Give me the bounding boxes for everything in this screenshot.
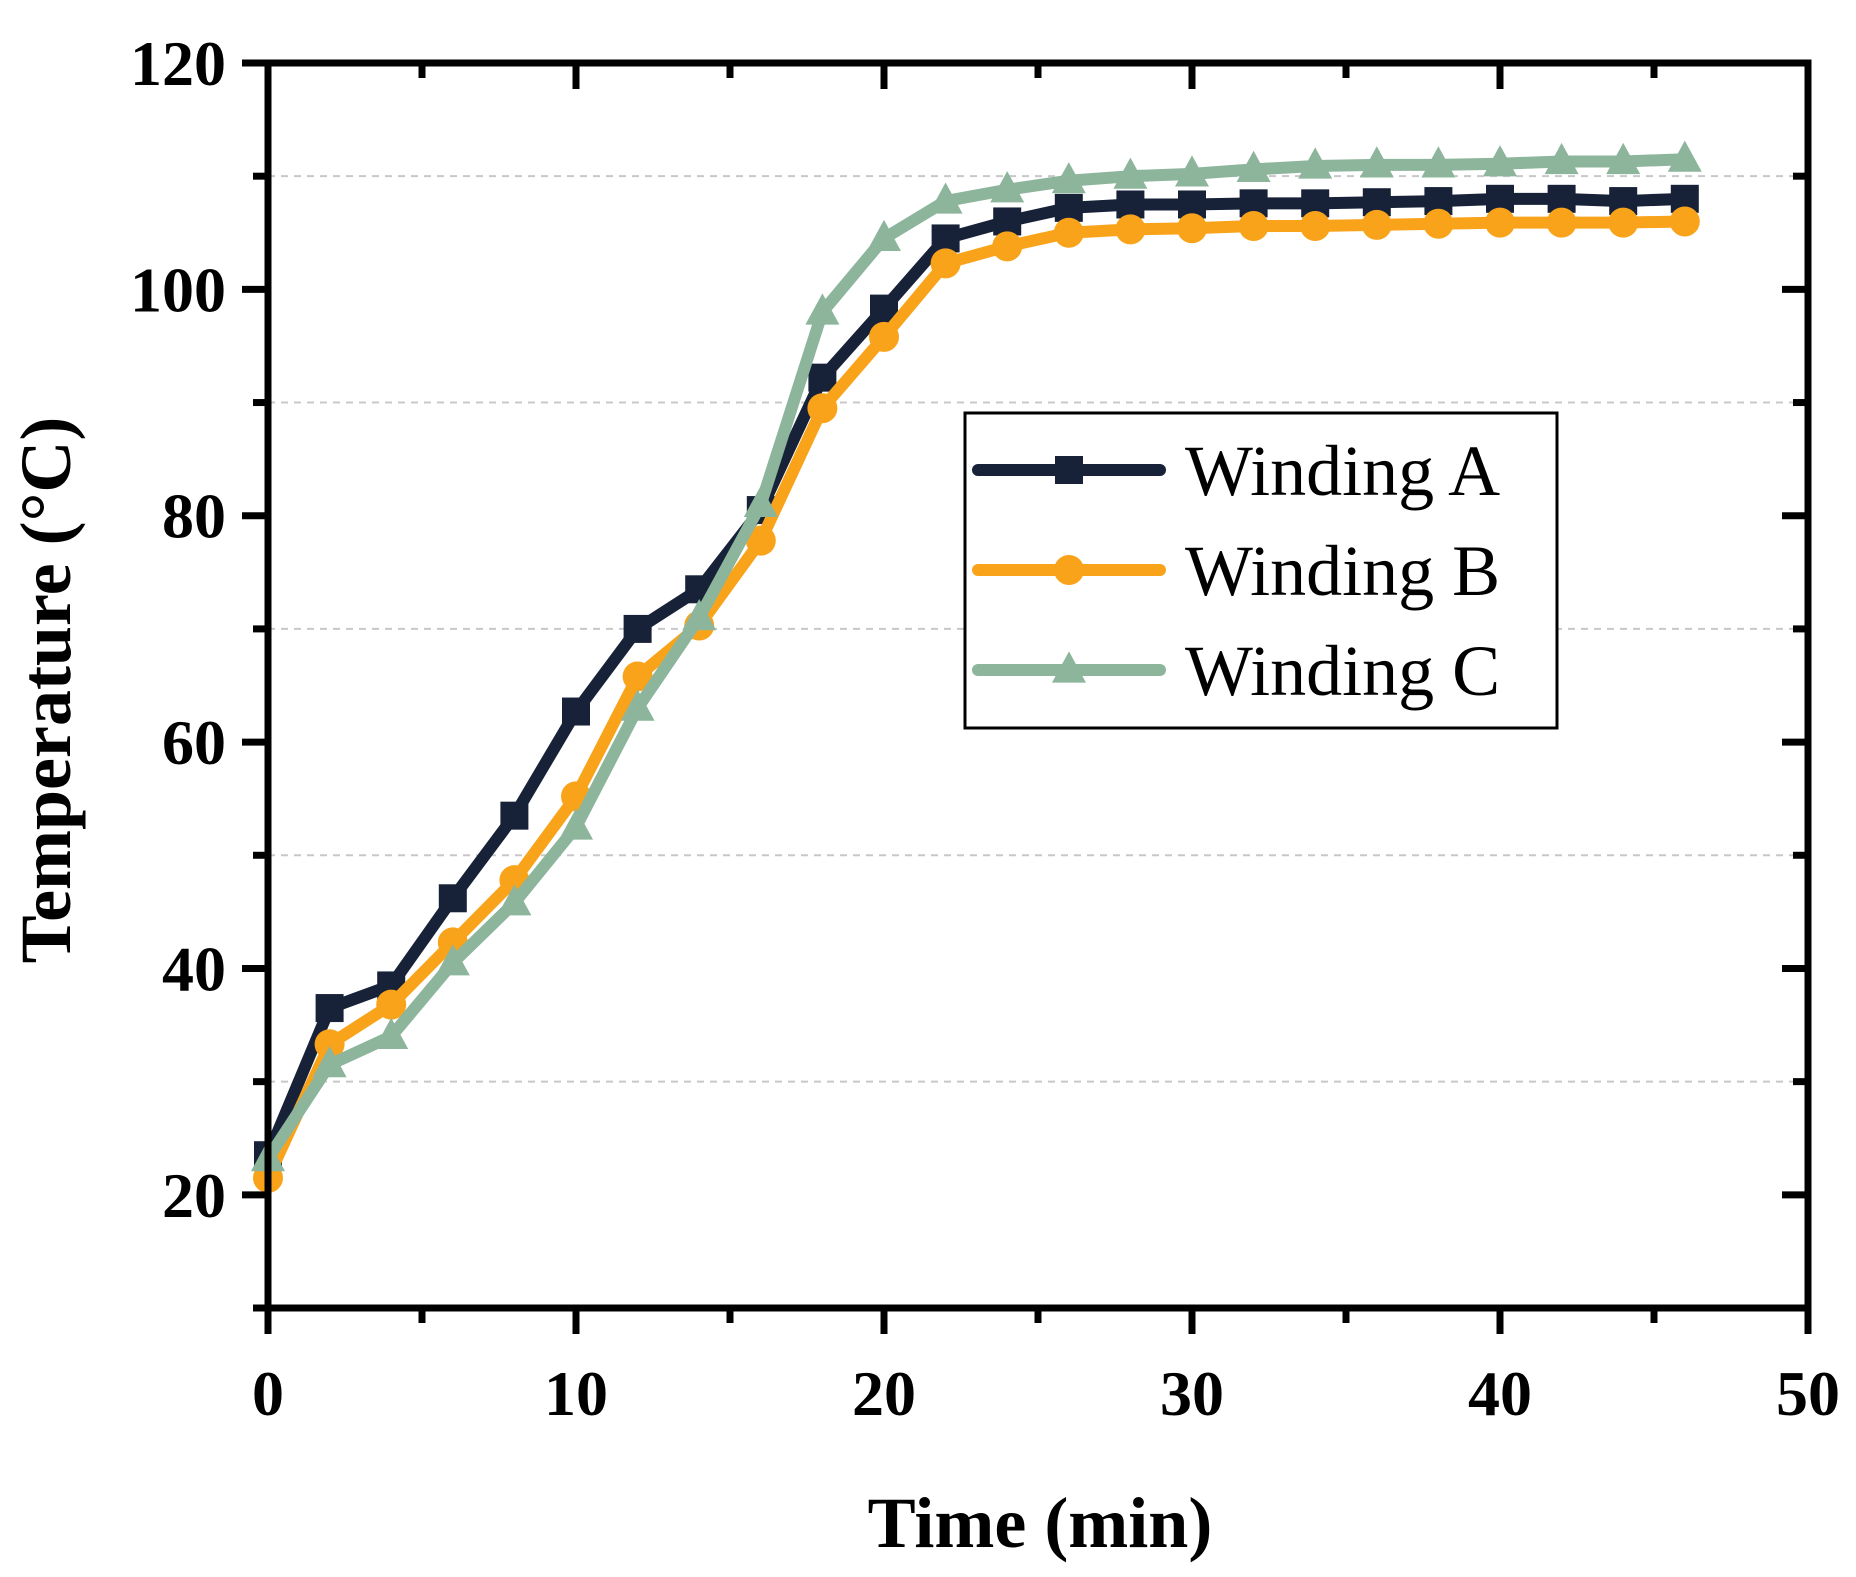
legend-item-1: Winding A [972,431,1500,511]
data-point [620,689,655,721]
legend-item-3: Winding C [972,631,1500,711]
data-point [438,884,467,913]
data-point [1606,142,1641,175]
data-point [928,182,963,214]
data-point [743,485,778,518]
data-point [374,1017,409,1049]
series-layer [251,140,1702,1193]
data-point [1485,207,1515,238]
data-point [435,944,470,976]
data-point [1544,142,1579,175]
legend-label: Winding A [1185,431,1500,511]
y-tick-label: 20 [162,1160,226,1231]
data-point [622,661,653,692]
data-point [805,293,840,325]
data-point [1175,155,1209,187]
data-point [1238,210,1269,241]
data-point [314,1029,345,1060]
data-point [1177,213,1207,244]
data-point [808,363,837,392]
data-point [376,989,407,1020]
data-point [559,808,593,840]
y-tick-label: 60 [162,707,226,778]
legend-marker [1052,651,1086,683]
data-point [1669,206,1700,237]
data-point [990,171,1025,203]
data-point [1113,157,1148,189]
data-point [497,884,532,916]
data-point [807,393,838,424]
data-point [500,801,529,830]
series-winding-a [254,184,1699,1170]
x-tick-label: 40 [1468,1358,1532,1429]
data-point [930,248,961,279]
x-tick-label: 20 [852,1358,916,1429]
series-winding-c [251,140,1702,1172]
data-point [931,224,960,253]
legend-item-2: Winding B [972,531,1500,611]
y-tick-label: 100 [130,254,226,325]
y-tick-label: 40 [162,933,226,1004]
data-point [1298,147,1333,179]
data-point [867,219,901,252]
legend-marker [1054,555,1084,585]
data-point [312,1046,347,1078]
data-point [1054,193,1083,222]
x-tick-label: 10 [544,1358,608,1429]
data-point [1361,209,1392,240]
data-point [1546,207,1577,238]
x-tick-label: 0 [252,1358,284,1429]
data-point [1053,217,1084,248]
data-point [1667,140,1702,172]
data-point [1115,214,1146,245]
y-axis-title: Temperature (°C) [6,417,86,964]
legend-label: Winding B [1185,531,1500,611]
data-point [1359,146,1394,178]
legend: Winding A Winding B Winding C [963,411,1559,730]
data-point [745,525,776,556]
data-point [623,614,652,643]
data-point [1423,208,1454,239]
data-point [1051,162,1086,194]
data-point [1608,207,1639,238]
y-tick-label: 80 [162,481,226,552]
x-axis-title: Time (min) [868,1483,1213,1563]
data-point [1116,190,1145,219]
data-point [993,207,1022,236]
data-point [1483,145,1517,177]
legend-label: Winding C [1185,631,1500,711]
data-point [682,598,717,631]
data-point [992,231,1023,262]
axes-layer: 0 10 20 30 40 50 20 40 60 80 100 120 [130,28,1840,1429]
data-point [1421,146,1456,178]
x-tick-label: 30 [1160,1358,1224,1429]
data-point [1236,150,1271,182]
x-tick-label: 50 [1776,1358,1840,1429]
data-point [869,321,899,352]
data-point [562,697,590,726]
data-point [1300,210,1331,241]
y-tick-label: 120 [130,28,226,99]
data-point [315,994,344,1023]
legend-marker [1055,456,1083,484]
